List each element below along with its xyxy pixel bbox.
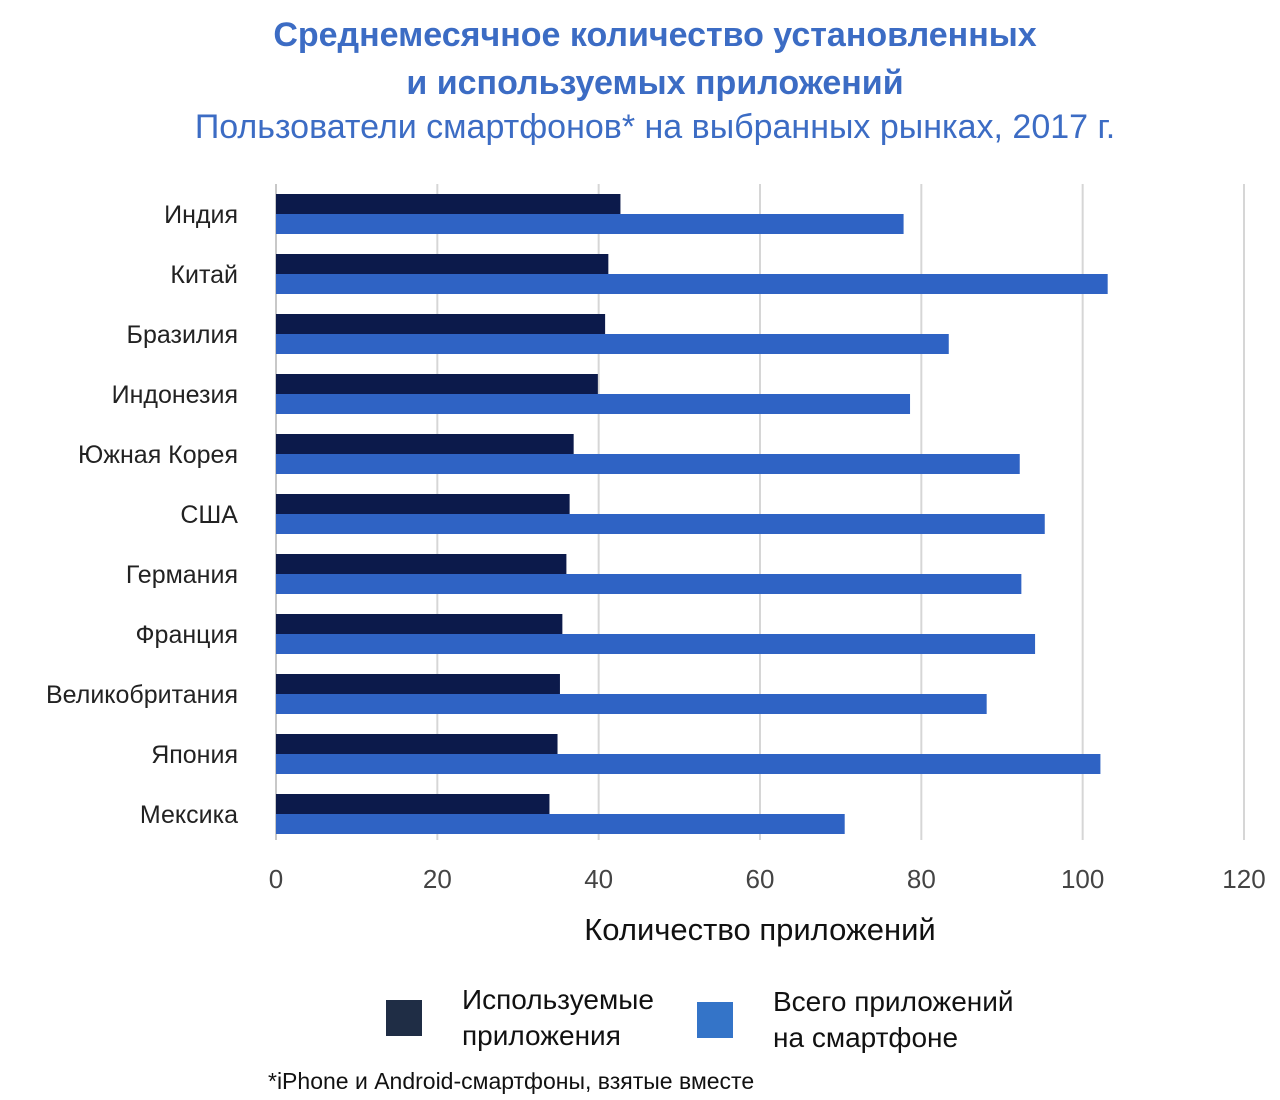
category-label: США <box>180 501 238 529</box>
category-label: Франция <box>136 621 238 649</box>
bar-total <box>276 814 845 834</box>
bar-total <box>276 334 949 354</box>
legend-item-used: Используемые приложения <box>386 982 732 1054</box>
bar-total <box>276 394 911 414</box>
legend-item-total: Всего приложений на смартфоне <box>697 984 1043 1056</box>
bar-used <box>276 434 574 454</box>
bar-chart: 0 20 40 60 80 100 120 Индия Китай Бразилия Индонез… <box>46 184 1266 894</box>
bar-used <box>276 554 567 574</box>
category-label: Бразилия <box>127 321 238 349</box>
x-tick-label: 40 <box>584 864 613 894</box>
bar-used <box>276 674 560 694</box>
legend-swatch-used <box>386 1000 422 1036</box>
bar-used <box>276 254 609 274</box>
x-tick-label: 20 <box>423 864 452 894</box>
category-label: Индонезия <box>112 381 238 409</box>
bar-total <box>276 274 1108 294</box>
bar-used <box>276 194 621 214</box>
category-label: Великобритания <box>46 681 238 709</box>
chart-title-line1: Среднемесячное количество установленных <box>273 16 1037 54</box>
bar-total <box>276 754 1101 774</box>
x-axis-label: Количество приложений <box>584 912 936 947</box>
chart-title-line2: и используемых приложений <box>406 64 904 102</box>
x-tick-label: 0 <box>269 864 283 894</box>
category-label: Китай <box>170 261 238 289</box>
chart-subtitle: Пользователи смартфонов* на выбранных ры… <box>194 108 1116 146</box>
category-label: Южная Корея <box>78 441 238 469</box>
bar-total <box>276 574 1022 594</box>
x-tick-label: 100 <box>1061 864 1104 894</box>
category-label: Германия <box>126 561 238 589</box>
bar-total <box>276 634 1036 654</box>
x-tick-label: 60 <box>746 864 775 894</box>
legend-label-used: Используемые приложения <box>462 984 654 1051</box>
legend-label-total: Всего приложений на смартфоне <box>773 986 1014 1053</box>
footnote: *iPhone и Android-смартфоны, взятые вмес… <box>268 1068 755 1094</box>
bar-used <box>276 794 550 814</box>
x-tick-label: 120 <box>1222 864 1265 894</box>
x-tick-label: 80 <box>907 864 936 894</box>
category-label: Япония <box>151 741 238 769</box>
category-label: Индия <box>164 201 238 229</box>
legend-swatch-total <box>697 1002 733 1038</box>
bar-total <box>276 214 904 234</box>
bar-used <box>276 494 570 514</box>
bar-used <box>276 734 558 754</box>
bar-total <box>276 514 1045 534</box>
bar-used <box>276 374 598 394</box>
bar-used <box>276 314 606 334</box>
bar-total <box>276 454 1020 474</box>
bar-used <box>276 614 563 634</box>
bar-total <box>276 694 987 714</box>
category-label: Мексика <box>140 801 238 829</box>
